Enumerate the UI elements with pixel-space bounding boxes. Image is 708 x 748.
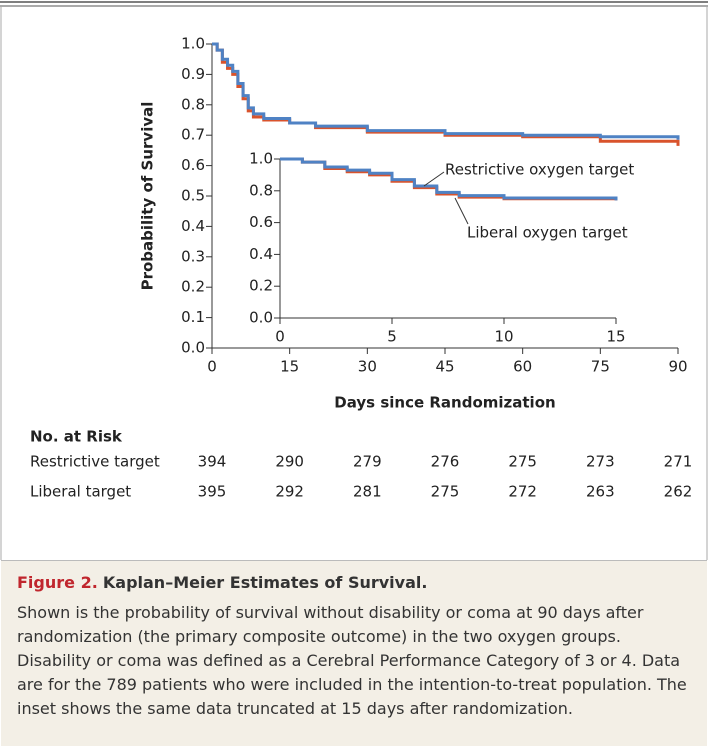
y-tick-label: 0.4: [249, 245, 273, 263]
figure-title: Kaplan–Meier Estimates of Survival.: [102, 573, 428, 592]
x-tick-label: 30: [358, 358, 377, 376]
x-tick-label: 60: [513, 358, 532, 376]
annotation: Liberal oxygen target: [467, 224, 628, 242]
figure-text: Shown is the probability of survival wit…: [17, 603, 687, 718]
risk-row-label: Liberal target: [30, 483, 131, 501]
risk-value: 279: [353, 453, 382, 471]
x-tick-label: 0: [207, 358, 217, 376]
y-tick-label: 0.6: [249, 213, 273, 231]
y-tick-label: 0.5: [181, 187, 205, 205]
x-tick-label: 15: [280, 358, 299, 376]
risk-value: 275: [431, 483, 460, 501]
risk-value: 281: [353, 483, 382, 501]
y-axis-title: Probability of Survival: [139, 102, 157, 291]
risk-value: 263: [586, 483, 615, 501]
y-tick-label: 0.9: [181, 65, 205, 83]
risk-value: 292: [275, 483, 304, 501]
y-tick-label: 0.0: [181, 339, 205, 357]
y-tick-label: 1.0: [249, 150, 273, 168]
x-axis-title: Days since Randomization: [334, 394, 555, 412]
y-tick-label: 0.8: [249, 181, 273, 199]
risk-value: 273: [586, 453, 615, 471]
y-tick-label: 0.6: [181, 156, 205, 174]
x-tick-label: 15: [606, 328, 625, 346]
risk-value: 271: [664, 453, 693, 471]
x-tick-label: 90: [668, 358, 687, 376]
risk-value: 275: [508, 453, 537, 471]
x-tick-label: 0: [275, 328, 285, 346]
caption: Figure 2. Kaplan–Meier Estimates of Surv…: [1, 560, 707, 746]
x-tick-label: 5: [387, 328, 397, 346]
y-tick-label: 0.2: [181, 278, 205, 296]
leader-line: [454, 197, 469, 225]
annotation: Restrictive oxygen target: [445, 161, 634, 179]
y-tick-label: 1.0: [181, 35, 205, 53]
figure-label: Figure 2.: [17, 573, 98, 592]
y-tick-label: 0.7: [181, 126, 205, 144]
chart: Probability of Survival Days since Rando…: [0, 1, 708, 560]
y-tick-label: 0.8: [181, 95, 205, 113]
x-tick-label: 45: [435, 358, 454, 376]
risk-value: 276: [431, 453, 460, 471]
survival-line: [280, 157, 618, 201]
y-tick-label: 0.1: [181, 308, 205, 326]
risk-value: 272: [508, 483, 537, 501]
risk-value: 394: [198, 453, 227, 471]
x-tick-label: 75: [591, 358, 610, 376]
y-tick-label: 0.0: [249, 309, 273, 327]
risk-value: 262: [664, 483, 693, 501]
survival-line: [212, 42, 680, 140]
risk-value: 290: [275, 453, 304, 471]
y-tick-label: 0.3: [181, 247, 205, 265]
x-tick-label: 10: [494, 328, 513, 346]
risk-title: No. at Risk: [30, 428, 123, 446]
y-tick-label: 0.2: [249, 277, 273, 295]
y-tick-label: 0.4: [181, 217, 205, 235]
leader-line: [423, 171, 445, 187]
risk-row-label: Restrictive target: [30, 453, 160, 471]
risk-value: 395: [198, 483, 227, 501]
